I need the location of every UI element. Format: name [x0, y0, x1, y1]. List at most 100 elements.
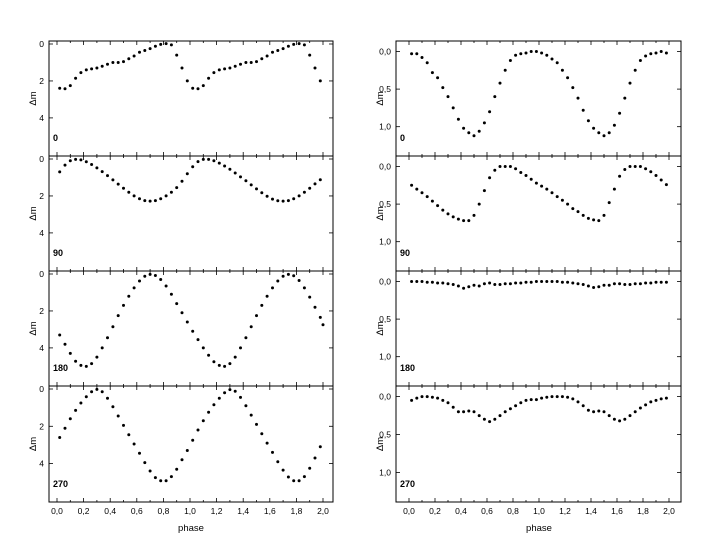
data-point — [420, 56, 424, 59]
data-point — [664, 183, 668, 187]
data-point — [415, 280, 419, 283]
data-point — [212, 159, 216, 163]
data-point — [576, 96, 580, 100]
data-point — [581, 213, 585, 217]
x-tick-label: 0,2 — [78, 506, 90, 516]
data-point — [138, 50, 141, 54]
y-axis-label: Δm — [28, 91, 39, 105]
data-point — [472, 410, 476, 414]
data-point — [196, 338, 200, 342]
y-tick-label: 0,5 — [379, 430, 391, 440]
data-point — [228, 388, 232, 392]
x-tick-label: 1,0 — [533, 506, 545, 516]
data-point — [477, 284, 481, 288]
data-point — [100, 170, 104, 174]
data-point — [618, 174, 622, 178]
data-point — [503, 410, 507, 414]
data-point — [540, 51, 544, 55]
data-point — [597, 219, 601, 223]
data-point — [95, 66, 99, 70]
data-point — [244, 404, 248, 408]
data-point — [555, 195, 559, 199]
data-point — [534, 280, 538, 283]
data-point — [68, 417, 72, 421]
y-tick-label: 0 — [39, 39, 44, 49]
data-point — [566, 76, 570, 80]
data-point — [122, 303, 125, 307]
data-point — [308, 466, 312, 470]
data-point — [313, 66, 317, 70]
data-point — [122, 60, 125, 64]
data-point — [212, 71, 216, 75]
data-point — [159, 479, 163, 483]
data-point — [63, 163, 67, 167]
data-point — [164, 194, 168, 198]
data-point — [508, 282, 512, 286]
data-point — [550, 280, 554, 283]
data-point — [550, 191, 554, 195]
data-point — [612, 417, 616, 421]
data-point — [127, 57, 131, 61]
data-point — [654, 280, 658, 284]
data-point — [302, 475, 306, 479]
data-point — [90, 163, 94, 166]
data-point — [196, 160, 200, 164]
data-point — [467, 219, 471, 223]
data-point — [618, 111, 622, 115]
data-point — [560, 280, 564, 284]
data-point — [592, 286, 596, 289]
data-point — [249, 183, 253, 187]
data-point — [159, 42, 163, 46]
data-point — [212, 360, 216, 364]
data-point — [482, 189, 486, 193]
data-point — [488, 281, 492, 285]
data-point — [169, 292, 173, 296]
data-point — [111, 325, 115, 329]
data-point — [127, 294, 131, 298]
y-tick-label: 0 — [39, 384, 44, 394]
data-point — [576, 210, 580, 214]
data-point — [249, 413, 253, 417]
data-point — [607, 414, 611, 418]
data-point — [597, 285, 601, 289]
y-tick-label: 1,0 — [379, 122, 391, 132]
data-point — [58, 436, 62, 439]
data-point — [664, 396, 668, 400]
data-point — [467, 285, 471, 289]
data-point — [271, 197, 274, 201]
data-point — [545, 395, 549, 399]
data-point — [482, 121, 486, 125]
y-tick-label: 0 — [39, 269, 44, 279]
data-point — [456, 117, 460, 121]
data-point — [592, 126, 596, 130]
data-point — [84, 68, 88, 72]
data-point — [477, 414, 481, 418]
data-point — [498, 283, 502, 286]
data-point — [302, 190, 306, 194]
data-point — [482, 417, 486, 421]
data-point — [111, 405, 115, 409]
data-point — [477, 129, 481, 133]
data-point — [265, 441, 269, 445]
data-point — [503, 165, 507, 168]
x-tick-label: 1,2 — [559, 506, 571, 516]
data-point — [260, 303, 264, 307]
panel-left-270: 0 2 4Δm 270 0,0 0,2 0,4 0,6 0,8 1,0 1,2 1,4 1,6 1,8 2,… — [28, 384, 334, 516]
data-point — [628, 414, 632, 418]
data-point — [127, 190, 131, 194]
data-point — [545, 187, 549, 191]
data-point — [249, 325, 253, 329]
data-point — [451, 405, 455, 409]
x-tick-label: 1,4 — [585, 506, 597, 516]
data-point — [560, 198, 564, 202]
data-point — [571, 207, 575, 211]
data-point — [462, 219, 466, 223]
data-point — [592, 218, 596, 222]
data-point — [116, 182, 120, 186]
x-tick-label: 0,6 — [131, 506, 143, 516]
data-point — [566, 280, 570, 284]
data-point — [271, 50, 274, 54]
x-tick-label: 1,4 — [237, 506, 249, 516]
data-point — [534, 181, 538, 185]
data-point — [607, 283, 611, 287]
